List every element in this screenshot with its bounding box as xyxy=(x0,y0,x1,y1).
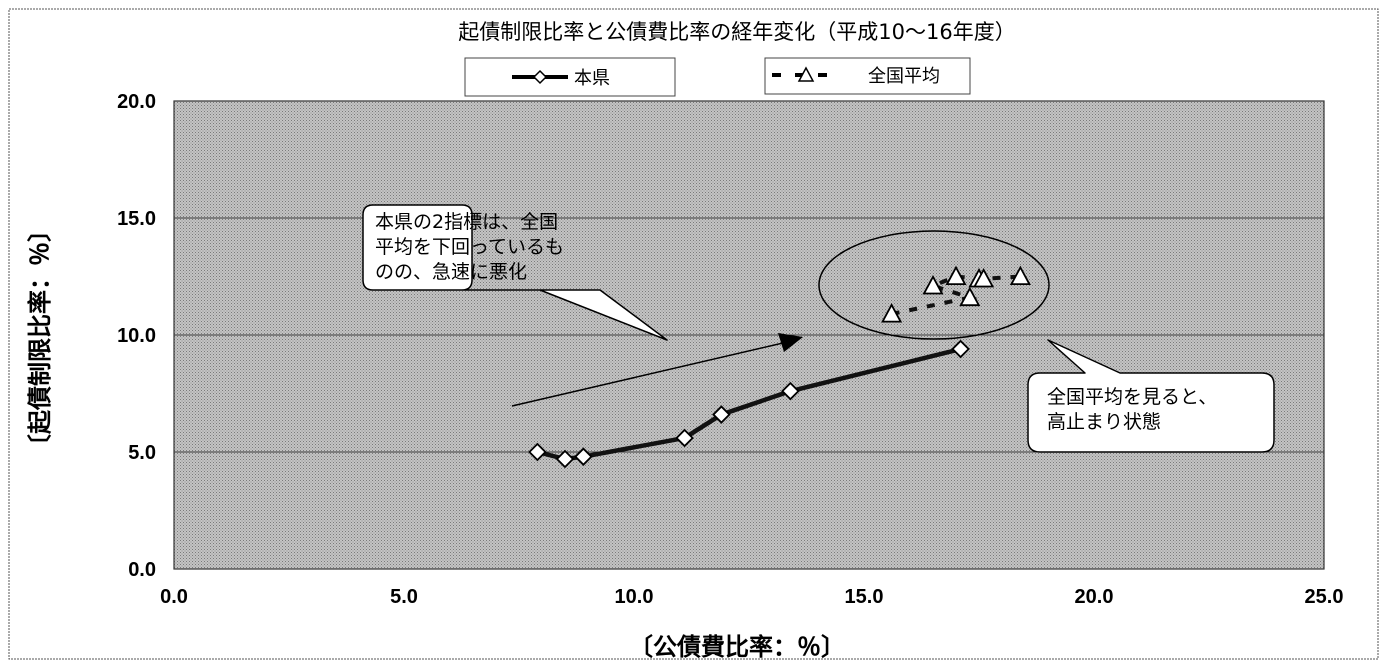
x-tick-label: 0.0 xyxy=(160,586,188,608)
point-diamond xyxy=(712,405,731,424)
national-average-ellipse xyxy=(818,230,1050,340)
chart-title: 起債制限比率と公債費比率の経年変化（平成10～16年度） xyxy=(458,20,1015,44)
point-triangle xyxy=(1009,265,1031,286)
callout-left-line-1: 本県の2指標は、全国 xyxy=(375,211,558,233)
point-triangle xyxy=(922,274,944,295)
legend: 本県 全国平均 xyxy=(464,57,971,97)
point-diamond xyxy=(574,447,593,466)
y-tick-label: 5.0 xyxy=(128,442,156,464)
point-triangle xyxy=(973,267,995,288)
point-diamond xyxy=(951,339,970,359)
y-tick-label: 20.0 xyxy=(117,91,156,113)
x-tick-label: 25.0 xyxy=(1305,586,1344,608)
legend-label-series-2: 全国平均 xyxy=(868,66,940,87)
x-axis-label: 〔公債費比率：％〕 xyxy=(629,633,845,661)
arrow-head xyxy=(778,333,803,352)
point-diamond xyxy=(781,381,800,401)
svg-text:本県の2指標は、全国 平均を下回っているも: 本県の2指標は、全国 平均を下回っているも のの、急速に悪化 xyxy=(375,211,570,283)
x-tick-label: 20.0 xyxy=(1075,586,1114,608)
point-diamond xyxy=(555,449,575,469)
svg-text:全国平均を見ると、 高止まり状態: 全国平均を見ると、 高止まり状態 xyxy=(1047,386,1223,433)
callout-right-line-2: 高止まり状態 xyxy=(1047,411,1161,433)
point-triangle xyxy=(945,265,967,286)
legend-marker-diamond xyxy=(532,69,548,85)
callout-right-line-1: 全国平均を見ると、 xyxy=(1047,386,1217,408)
callout-left: 本県の2指標は、全国 平均を下回っているも のの、急速に悪化 xyxy=(362,204,668,341)
y-tick-labels: 0.0 5.0 10.0 15.0 20.0 xyxy=(117,91,156,581)
point-triangle xyxy=(881,303,903,323)
callout-left-line-2: 平均を下回っているも xyxy=(375,236,564,258)
y-tick-label: 15.0 xyxy=(117,208,156,230)
point-diamond xyxy=(675,428,694,448)
x-tick-label: 15.0 xyxy=(845,586,884,608)
point-diamond xyxy=(528,442,547,462)
y-axis-label: 〔起債制限比率：％〕 xyxy=(26,218,54,458)
trend-arrow xyxy=(511,333,803,407)
y-tick-label: 0.0 xyxy=(128,559,156,581)
point-triangle xyxy=(959,286,981,307)
y-tick-label: 10.0 xyxy=(117,325,156,347)
callout-right: 全国平均を見ると、 高止まり状態 xyxy=(1027,339,1275,453)
x-tick-labels: 0.0 5.0 10.0 15.0 20.0 25.0 xyxy=(160,586,1343,608)
series-layer xyxy=(528,265,1031,469)
legend-box-series-1 xyxy=(464,57,676,97)
callout-left-line-3: のの、急速に悪化 xyxy=(375,261,527,283)
legend-label-series-1: 本県 xyxy=(574,68,610,89)
x-tick-label: 10.0 xyxy=(615,586,654,608)
legend-marker-triangle xyxy=(797,66,815,82)
x-tick-label: 5.0 xyxy=(390,586,418,608)
